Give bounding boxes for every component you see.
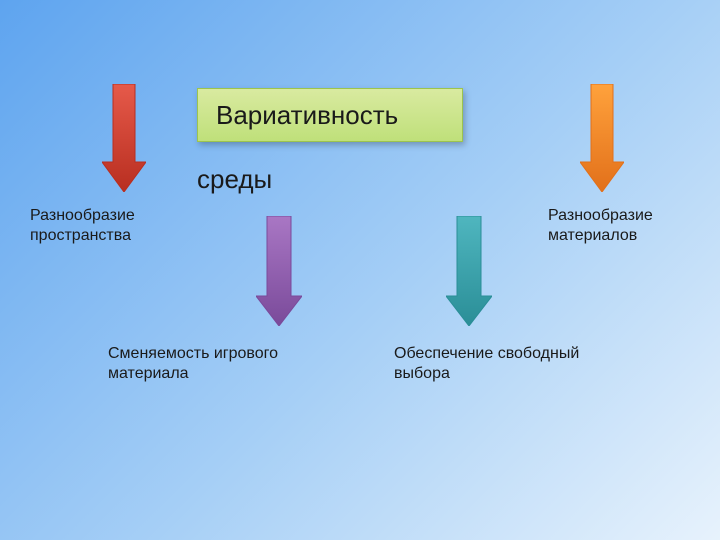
arrow-red [102, 84, 146, 192]
title-line2-text: среды [197, 164, 272, 194]
title-line2: среды [197, 130, 272, 195]
label-space: Разнообразие пространства [30, 206, 135, 246]
label-change: Сменяемость игрового материала [108, 344, 278, 384]
label-materials: Разнообразие материалов [548, 206, 653, 246]
label-choice: Обеспечение свободный выбора [394, 344, 579, 384]
arrow-orange [580, 84, 624, 192]
arrow-teal [446, 216, 492, 326]
title-line1: Вариативность [216, 100, 398, 131]
slide: Вариативность среды Разнообразие простра… [0, 0, 720, 540]
arrow-purple [256, 216, 302, 326]
